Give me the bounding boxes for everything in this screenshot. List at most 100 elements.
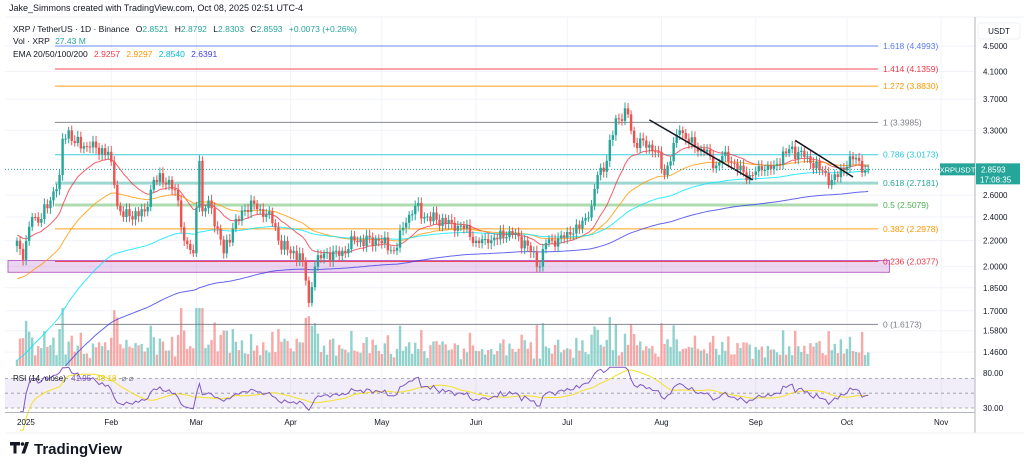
volume-bar <box>186 348 189 366</box>
tradingview-logo[interactable]: TradingView <box>10 441 122 458</box>
volume-bar <box>438 344 441 366</box>
volume-bar <box>210 340 213 366</box>
fib-label: 0.236 (2.0377) <box>883 256 938 266</box>
time-axis[interactable]: 2025 Feb Mar Apr May Jun Jul Aug Sep Oct Nov <box>17 418 948 427</box>
ema200-value: 2.6391 <box>191 49 217 59</box>
volume-bar <box>702 349 706 366</box>
volume-bar <box>462 348 466 366</box>
volume-bar <box>535 325 539 366</box>
candle-body <box>246 210 250 213</box>
candle-body <box>487 239 490 244</box>
volume-bar <box>806 353 809 366</box>
trendlines[interactable] <box>648 119 854 181</box>
candle-body <box>97 147 101 155</box>
tradingview-logo-icon <box>10 442 29 454</box>
rsi-legend[interactable]: RSI (14, close) 41.95 48.18 ⌀ ⌀ <box>13 374 134 383</box>
support-zone-box <box>7 259 890 273</box>
volume-bar <box>24 320 28 366</box>
price-axis[interactable]: 4.5000 4.1000 3.7000 3.3000 2.6000 2.4000 2.20… <box>983 42 1008 357</box>
volume-bar <box>289 348 292 366</box>
volume-bar <box>711 335 715 366</box>
volume-bar <box>529 342 532 366</box>
candle-body <box>274 223 277 228</box>
candle-body <box>103 148 107 155</box>
candle-body <box>599 167 602 176</box>
candle-body <box>295 250 298 261</box>
volume-bar <box>107 350 110 366</box>
candle-body <box>110 151 113 162</box>
hidden-value-icon: ⌀ ⌀ <box>122 374 134 383</box>
candle-body <box>179 200 183 228</box>
fib-label: 0.382 (2.2978) <box>883 224 938 234</box>
volume-bar <box>569 349 572 366</box>
candle-body <box>91 141 95 148</box>
candle-body <box>632 130 636 144</box>
volume-bar <box>453 343 456 366</box>
volume-bar <box>505 355 508 366</box>
candle-body <box>301 253 304 262</box>
candles[interactable] <box>15 102 870 308</box>
volume-bar <box>657 356 660 366</box>
volume-bar <box>715 348 718 366</box>
candle-body <box>243 210 247 212</box>
volume-bar <box>307 316 311 366</box>
fib-retracement[interactable]: 1.618 (4.4993) 1.414 (4.1359) 1.272 (3.883… <box>55 41 938 329</box>
candle-body <box>283 241 286 250</box>
volume-bar <box>496 350 499 366</box>
candle-body <box>456 225 459 231</box>
candle-body <box>447 219 450 224</box>
candle-body <box>143 209 146 212</box>
volume-bar <box>198 308 201 366</box>
volume-bar <box>490 348 493 366</box>
volume-bar <box>781 330 785 366</box>
volume-bar <box>389 353 393 366</box>
volume-bar <box>395 349 399 366</box>
volume-bar <box>411 353 414 366</box>
candle-body <box>705 149 709 152</box>
candle-body <box>791 146 794 150</box>
candle-body <box>186 240 189 245</box>
candle-body <box>277 227 280 241</box>
candle-body <box>55 189 58 192</box>
volume-bar <box>629 324 633 366</box>
candle-body <box>341 250 344 256</box>
candle-body <box>590 205 593 218</box>
volume-bar <box>374 344 377 366</box>
candle-body <box>578 224 581 229</box>
volume-bar <box>207 344 210 366</box>
volume-bar <box>727 336 730 366</box>
ema-legend[interactable]: EMA 20/50/100/200 2.9257 2.9297 2.8540 2… <box>13 49 217 59</box>
candle-body <box>572 233 575 235</box>
currency-button[interactable] <box>977 22 1021 40</box>
volume-bar <box>110 337 113 366</box>
volume-bar <box>611 350 615 366</box>
candle-body <box>626 108 630 115</box>
legend-symbol[interactable]: XRP / TetherUS · 1D · Binance <box>13 24 130 34</box>
volume-legend[interactable]: Vol · XRP 27.43 M <box>13 36 86 46</box>
rsi-band <box>5 378 975 408</box>
candle-body <box>213 208 216 227</box>
volume-bar <box>803 345 806 366</box>
volume-bar <box>474 350 478 366</box>
candle-body <box>73 140 76 144</box>
volume-bar <box>639 341 642 366</box>
volume-bar <box>532 358 535 366</box>
candle-body <box>812 163 815 169</box>
volume-bar <box>718 354 721 366</box>
volume-bar <box>91 343 95 366</box>
candle-body <box>739 165 742 171</box>
volume-bar <box>40 348 43 366</box>
volume-bar <box>52 337 55 366</box>
candle-body <box>271 211 274 224</box>
volume-bar <box>161 341 165 366</box>
candle-body <box>161 173 165 183</box>
volume-bar <box>85 353 89 366</box>
candle-body <box>432 212 435 222</box>
volume-bar <box>815 342 818 366</box>
volume-bar <box>243 353 247 366</box>
candle-body <box>359 239 362 243</box>
open-value: 2.8521 <box>142 24 168 34</box>
candle-body <box>523 240 526 249</box>
time-label: Apr <box>284 418 297 427</box>
